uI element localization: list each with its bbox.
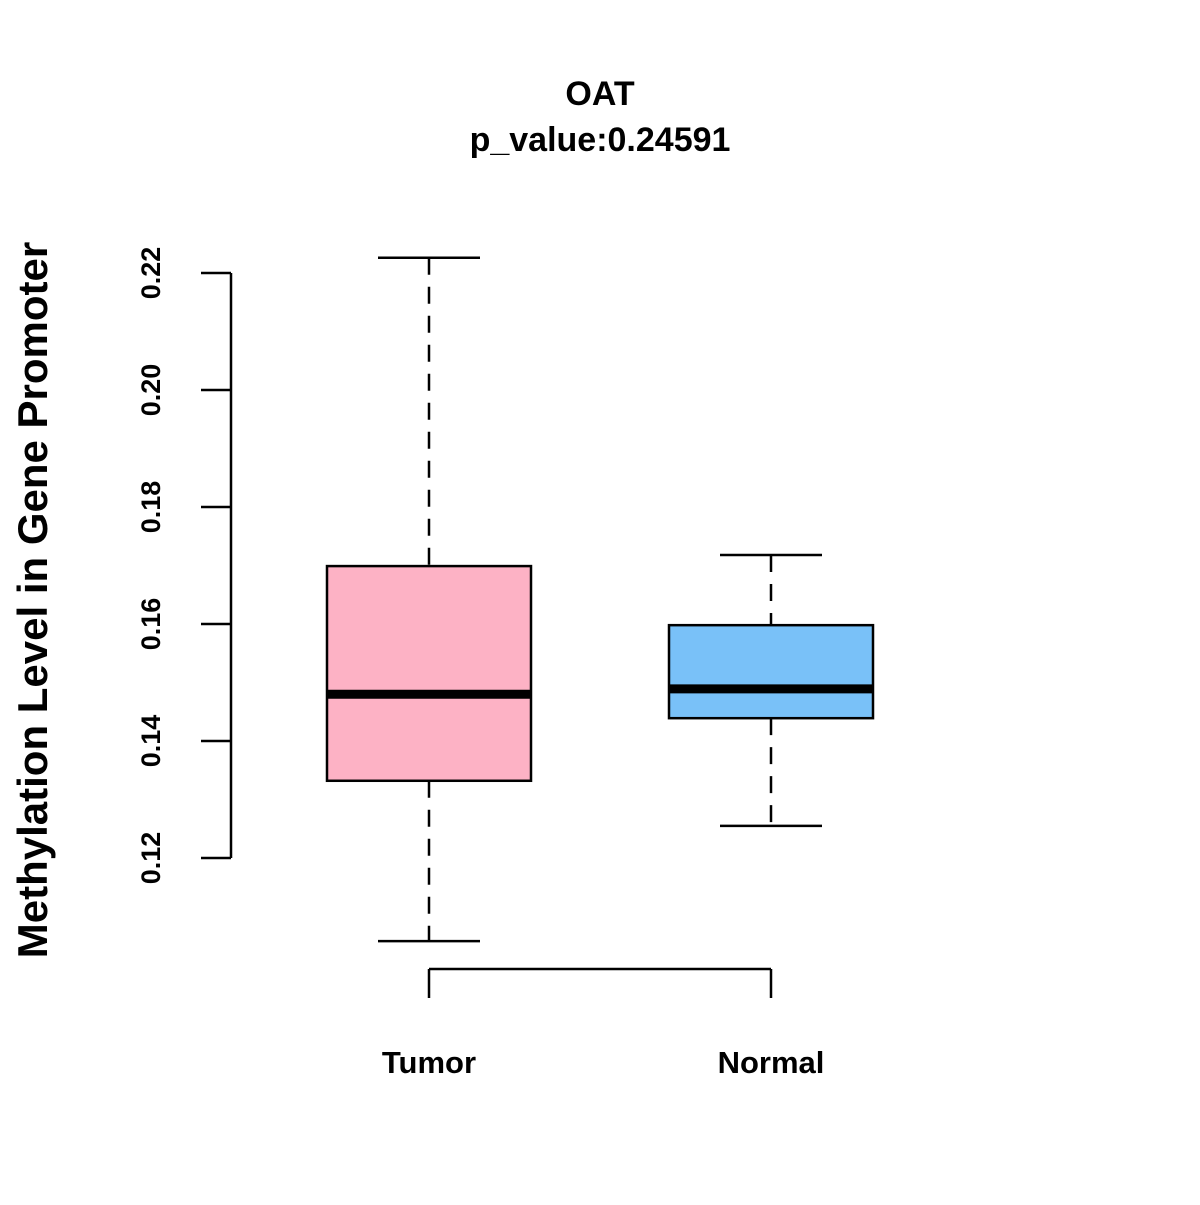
- chart-subtitle: p_value:0.24591: [470, 121, 731, 159]
- y-axis: 0.12 0.14 0.16 0.18 0.20 0.22: [136, 247, 233, 885]
- y-axis-label: Methylation Level in Gene Promoter: [9, 242, 56, 958]
- y-tick-label: 0.22: [136, 247, 166, 300]
- y-tick-label: 0.20: [136, 364, 166, 417]
- x-axis: Tumor Normal: [382, 967, 825, 1080]
- y-tick-label: 0.16: [136, 598, 166, 651]
- y-tick-label: 0.14: [136, 715, 166, 768]
- y-tick-label: 0.18: [136, 481, 166, 534]
- boxes: [325, 256, 875, 943]
- y-tick-label: 0.12: [136, 832, 166, 885]
- x-tick-label: Normal: [718, 1045, 825, 1080]
- box-tumor: [325, 256, 533, 943]
- chart-title: OAT: [565, 75, 634, 113]
- x-tick-label: Tumor: [382, 1045, 476, 1080]
- box-normal: [667, 553, 875, 828]
- iqr-box: [667, 623, 875, 720]
- iqr-box: [325, 564, 533, 783]
